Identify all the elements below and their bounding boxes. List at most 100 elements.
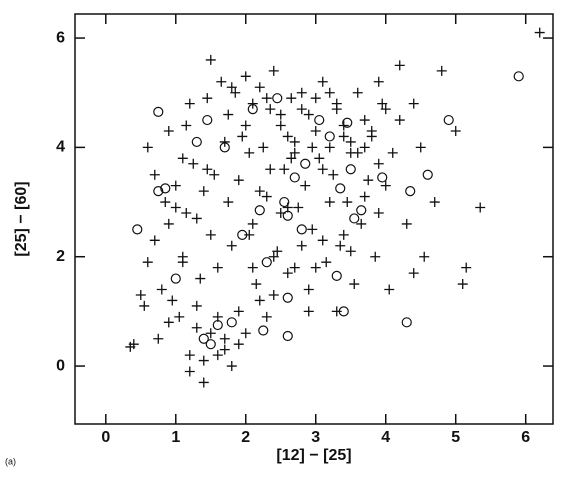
circle-point: [356, 205, 367, 216]
plus-point: [289, 136, 300, 147]
plus-point: [317, 76, 328, 87]
circle-point: [335, 183, 346, 194]
circle-point: [205, 339, 216, 350]
plus-point: [359, 191, 370, 202]
circle-point: [296, 224, 307, 235]
circle-point: [345, 164, 356, 175]
plus-point: [233, 339, 244, 350]
plus-point: [198, 377, 209, 388]
plus-point: [191, 300, 202, 311]
panel-label: (a): [5, 456, 16, 466]
plus-point: [195, 273, 206, 284]
plus-point: [268, 65, 279, 76]
plus-point: [419, 251, 430, 262]
plus-point: [226, 361, 237, 372]
circle-point: [153, 186, 164, 197]
circle-point: [132, 224, 143, 235]
plus-point: [268, 289, 279, 300]
plus-point: [345, 136, 356, 147]
plus-point: [170, 180, 181, 191]
plus-point: [216, 76, 227, 87]
plus-point: [450, 125, 461, 136]
plus-point: [128, 339, 139, 350]
plus-point: [296, 104, 307, 115]
plus-point: [254, 186, 265, 197]
circle-point: [443, 114, 454, 126]
plus-point: [272, 246, 283, 257]
plus-point: [307, 142, 318, 153]
circle-point: [282, 210, 293, 221]
plus-point: [331, 104, 342, 115]
plus-point: [153, 333, 164, 344]
plus-point: [202, 164, 213, 175]
circle-point: [279, 196, 290, 208]
plus-point: [219, 136, 230, 147]
plot-frame: [74, 13, 554, 425]
plus-point: [181, 207, 192, 218]
plus-point: [247, 262, 258, 273]
plus-point: [163, 317, 174, 328]
plus-point: [240, 71, 251, 82]
plus-point: [268, 251, 279, 262]
plus-point: [209, 169, 220, 180]
circle-point: [377, 172, 388, 183]
plus-point: [275, 120, 286, 131]
plus-point: [261, 311, 272, 322]
circle-point: [513, 71, 524, 82]
plus-point: [366, 125, 377, 136]
plus-point: [149, 169, 160, 180]
plus-point: [289, 147, 300, 158]
circle-point: [212, 319, 223, 331]
plus-point: [436, 65, 447, 76]
plus-point: [191, 213, 202, 224]
plus-point: [370, 251, 381, 262]
plus-point: [359, 115, 370, 126]
plus-point: [135, 289, 146, 300]
plus-point: [356, 218, 367, 229]
plus-point: [275, 109, 286, 120]
plus-point: [401, 218, 412, 229]
plus-point: [345, 147, 356, 158]
plus-point: [240, 120, 251, 131]
circle-point: [342, 117, 353, 128]
x-tick-label: 6: [521, 429, 530, 446]
x-tick-label: 1: [171, 429, 180, 446]
plus-point: [233, 306, 244, 317]
circle-point: [191, 136, 202, 148]
plus-point: [296, 240, 307, 251]
plus-point: [142, 142, 153, 153]
plus-point: [279, 164, 290, 175]
plus-point: [307, 224, 318, 235]
plus-point: [237, 131, 248, 142]
plus-point: [149, 235, 160, 246]
plus-point: [303, 109, 314, 120]
plus-point: [324, 197, 335, 208]
plus-point: [181, 120, 192, 131]
circle-point: [282, 292, 293, 303]
plus-point: [163, 218, 174, 229]
plus-point: [300, 180, 311, 191]
plus-point: [289, 262, 300, 273]
circle-point: [422, 169, 433, 180]
plus-point: [198, 186, 209, 197]
plus-point: [408, 268, 419, 279]
plus-point: [233, 175, 244, 186]
plus-point: [286, 153, 297, 164]
plus-point: [384, 284, 395, 295]
plus-point: [139, 300, 150, 311]
plus-point: [258, 142, 269, 153]
plus-point: [342, 197, 353, 208]
plus-point: [261, 93, 272, 104]
plus-point: [338, 229, 349, 240]
plus-point: [226, 82, 237, 93]
plus-point: [387, 147, 398, 158]
plus-point: [373, 158, 384, 169]
plus-point: [170, 202, 181, 213]
plus-point: [205, 328, 216, 339]
plus-point: [380, 180, 391, 191]
plus-point: [254, 82, 265, 93]
plus-point: [174, 311, 185, 322]
plus-point: [265, 164, 276, 175]
plus-point: [429, 197, 440, 208]
plus-point: [461, 262, 472, 273]
